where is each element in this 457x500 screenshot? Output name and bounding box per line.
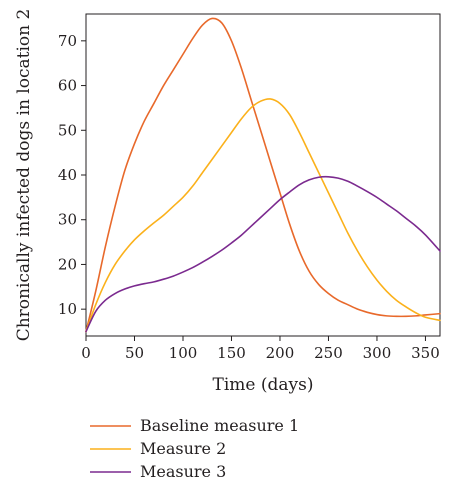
y-tick-label: 20 — [58, 255, 77, 273]
series-line-1 — [85, 17, 441, 333]
x-tick-label: 50 — [125, 344, 144, 362]
y-tick-label: 70 — [58, 32, 77, 50]
series-line-2 — [85, 98, 441, 333]
series-line-3 — [85, 175, 441, 333]
legend-label-2: Measure 2 — [140, 439, 226, 458]
legend: Baseline measure 1 Measure 2 Measure 3 — [90, 416, 299, 481]
y-axis-label: Chronically infected dogs in location 2 — [14, 9, 34, 342]
x-axis-ticks: 0 50 100 150 200 250 300 350 — [81, 336, 440, 362]
legend-label-1: Baseline measure 1 — [140, 416, 299, 435]
y-axis-ticks: 10 20 30 40 50 60 70 — [58, 32, 86, 318]
legend-label-3: Measure 3 — [140, 462, 226, 481]
x-axis-label: Time (days) — [213, 375, 314, 395]
plot-area-frame — [85, 13, 441, 337]
x-tick-label: 300 — [363, 344, 392, 362]
x-tick-label: 100 — [169, 344, 198, 362]
y-tick-label: 60 — [58, 77, 77, 95]
x-tick-label: 250 — [314, 344, 343, 362]
y-tick-label: 30 — [58, 211, 77, 229]
series-lines — [85, 17, 441, 333]
x-tick-label: 350 — [411, 344, 440, 362]
y-tick-label: 40 — [58, 166, 77, 184]
x-tick-label: 150 — [217, 344, 246, 362]
x-tick-label: 0 — [81, 344, 91, 362]
y-tick-label: 50 — [58, 121, 77, 139]
y-tick-label: 10 — [58, 300, 77, 318]
x-tick-label: 200 — [266, 344, 295, 362]
